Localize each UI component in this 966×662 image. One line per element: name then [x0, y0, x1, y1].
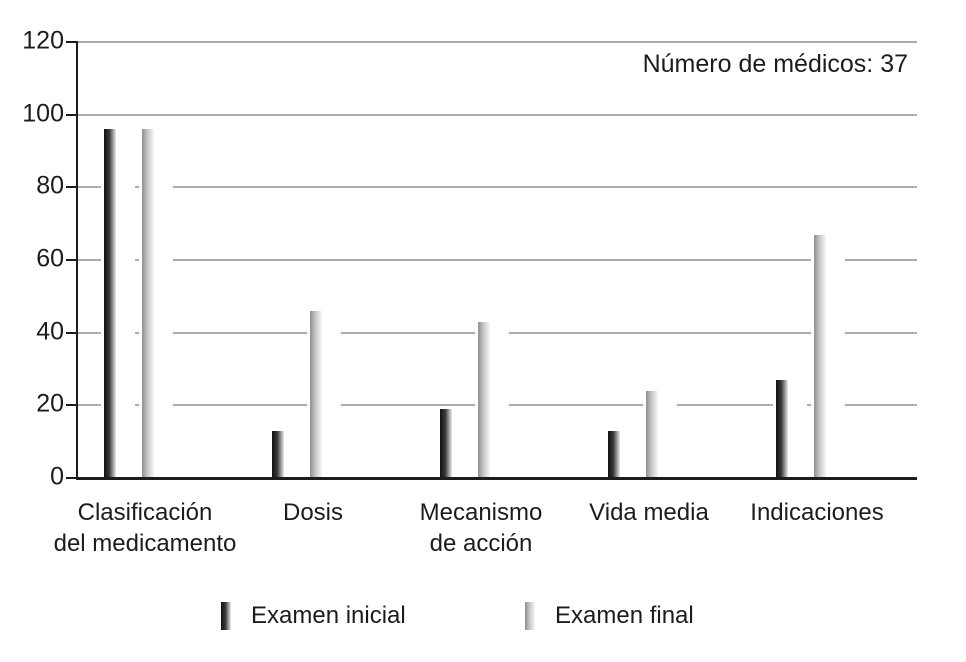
y-tick-label: 40	[36, 316, 64, 345]
category-label: Mecanismo de acción	[419, 499, 543, 557]
legend-swatch-examen-final	[525, 602, 535, 630]
y-axis-tick	[66, 113, 78, 116]
legend-label-examen-inicial: Examen inicial	[251, 602, 406, 629]
category-label: Dosis	[282, 499, 343, 526]
y-axis-tick	[66, 186, 78, 189]
legend-label-examen-final: Examen final	[555, 602, 694, 629]
bar-examen-final	[307, 310, 341, 479]
legend-item-examen-final: Examen final	[525, 601, 694, 631]
annotation-doctor-count: Número de médicos: 37	[642, 50, 908, 78]
y-tick-label: 120	[22, 26, 64, 55]
y-axis-tick	[66, 331, 78, 334]
category-label: Vida media	[589, 499, 709, 526]
y-axis-tick	[66, 404, 78, 407]
bar-examen-inicial	[101, 129, 135, 478]
bar-examen-final	[475, 321, 509, 479]
y-tick-label: 100	[22, 98, 64, 127]
bar-examen-inicial	[605, 430, 639, 479]
x-axis-line	[76, 477, 917, 480]
bar-examen-inicial	[773, 379, 807, 479]
category-label: Indicaciones	[750, 499, 884, 526]
y-tick-label: 20	[36, 389, 64, 418]
bar-examen-inicial	[437, 408, 471, 479]
bar-examen-inicial	[269, 430, 303, 479]
legend-item-examen-inicial: Examen inicial	[221, 601, 406, 631]
bar-examen-final	[643, 390, 677, 479]
y-tick-label: 60	[36, 244, 64, 273]
grid-line	[78, 113, 917, 116]
y-axis-tick	[66, 259, 78, 261]
category-label: Clasificación del medicamento	[53, 499, 237, 557]
bar-examen-final	[139, 129, 173, 478]
y-axis-tick	[66, 477, 78, 479]
grid-line	[78, 186, 917, 189]
legend-swatch-examen-inicial	[221, 602, 231, 630]
grid-line	[78, 41, 917, 43]
bar-examen-final	[811, 234, 845, 479]
y-axis-tick	[66, 41, 78, 43]
y-tick-label: 80	[36, 171, 64, 200]
grid-line	[78, 259, 917, 261]
y-tick-label: 0	[50, 462, 64, 491]
